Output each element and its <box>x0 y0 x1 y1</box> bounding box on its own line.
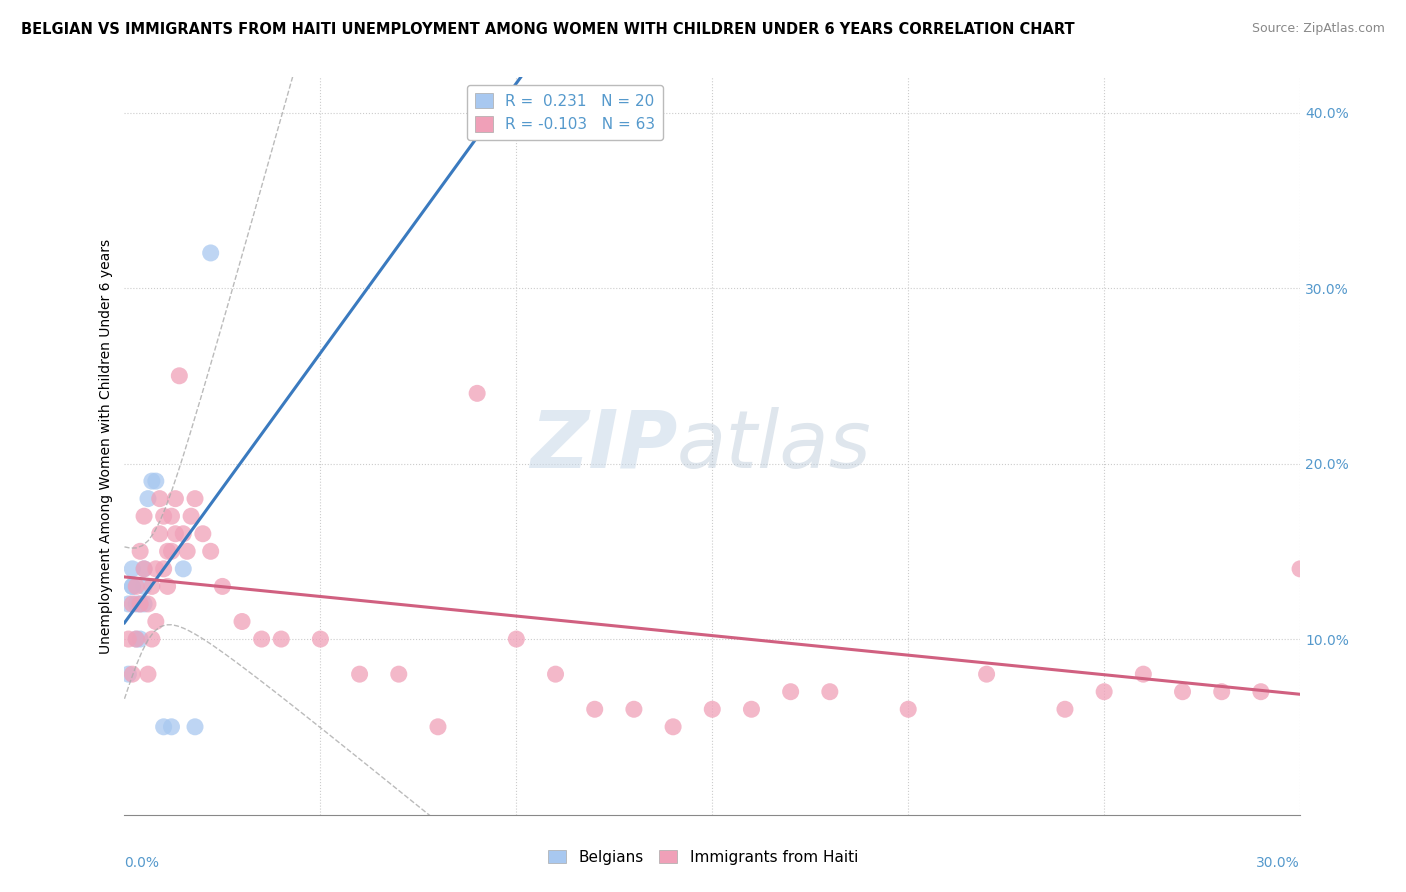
Point <box>152 720 174 734</box>
Point <box>184 491 207 506</box>
Legend: Belgians, Immigrants from Haiti: Belgians, Immigrants from Haiti <box>541 844 865 871</box>
Point <box>702 702 724 716</box>
Point <box>1211 684 1233 698</box>
Point <box>141 579 163 593</box>
Point <box>388 667 411 681</box>
Point <box>191 526 214 541</box>
Point <box>200 544 222 558</box>
Point <box>129 597 152 611</box>
Point <box>152 562 174 576</box>
Point <box>125 597 148 611</box>
Point <box>160 544 183 558</box>
Point <box>129 544 152 558</box>
Y-axis label: Unemployment Among Women with Children Under 6 years: Unemployment Among Women with Children U… <box>100 238 114 654</box>
Point <box>897 702 920 716</box>
Point <box>211 579 233 593</box>
Point <box>1250 684 1272 698</box>
Point <box>141 474 163 488</box>
Point <box>250 632 273 646</box>
Point <box>184 720 207 734</box>
Point <box>231 615 253 629</box>
Point <box>165 526 187 541</box>
Point <box>132 597 155 611</box>
Point <box>132 562 155 576</box>
Point <box>156 544 179 558</box>
Point <box>583 702 606 716</box>
Point <box>176 544 198 558</box>
Point <box>662 720 685 734</box>
Point <box>200 246 222 260</box>
Point <box>149 491 172 506</box>
Point <box>1053 702 1076 716</box>
Point <box>141 632 163 646</box>
Point <box>152 509 174 524</box>
Point <box>129 597 152 611</box>
Point <box>117 667 139 681</box>
Text: atlas: atlas <box>678 407 872 485</box>
Point <box>172 526 194 541</box>
Point <box>136 491 159 506</box>
Point <box>117 597 139 611</box>
Point <box>349 667 371 681</box>
Point <box>125 632 148 646</box>
Point <box>1171 684 1194 698</box>
Point <box>125 579 148 593</box>
Point <box>544 667 567 681</box>
Point <box>1092 684 1115 698</box>
Point <box>1132 667 1154 681</box>
Point <box>145 615 167 629</box>
Point <box>623 702 645 716</box>
Point <box>121 579 143 593</box>
Text: Source: ZipAtlas.com: Source: ZipAtlas.com <box>1251 22 1385 36</box>
Point <box>121 667 143 681</box>
Point <box>136 597 159 611</box>
Point <box>740 702 762 716</box>
Point <box>136 667 159 681</box>
Point <box>1289 562 1312 576</box>
Point <box>121 597 143 611</box>
Point <box>132 509 155 524</box>
Point <box>121 579 143 593</box>
Point <box>117 632 139 646</box>
Point <box>465 386 488 401</box>
Point <box>270 632 292 646</box>
Point <box>172 562 194 576</box>
Text: BELGIAN VS IMMIGRANTS FROM HAITI UNEMPLOYMENT AMONG WOMEN WITH CHILDREN UNDER 6 : BELGIAN VS IMMIGRANTS FROM HAITI UNEMPLO… <box>21 22 1074 37</box>
Text: 0.0%: 0.0% <box>125 855 159 870</box>
Point <box>779 684 801 698</box>
Point <box>125 632 148 646</box>
Point <box>165 491 187 506</box>
Point <box>156 579 179 593</box>
Point <box>505 632 527 646</box>
Point <box>121 562 143 576</box>
Point <box>145 562 167 576</box>
Point <box>976 667 998 681</box>
Text: 30.0%: 30.0% <box>1257 855 1301 870</box>
Point <box>132 579 155 593</box>
Point <box>149 526 172 541</box>
Point <box>309 632 332 646</box>
Point <box>1329 684 1351 698</box>
Text: ZIP: ZIP <box>530 407 678 485</box>
Point <box>426 720 449 734</box>
Legend: R =  0.231   N = 20, R = -0.103   N = 63: R = 0.231 N = 20, R = -0.103 N = 63 <box>467 85 664 140</box>
Point <box>160 720 183 734</box>
Point <box>1367 526 1389 541</box>
Point <box>180 509 202 524</box>
Point <box>145 474 167 488</box>
Point <box>160 509 183 524</box>
Point <box>129 632 152 646</box>
Point <box>169 368 191 383</box>
Point <box>818 684 841 698</box>
Point <box>132 562 155 576</box>
